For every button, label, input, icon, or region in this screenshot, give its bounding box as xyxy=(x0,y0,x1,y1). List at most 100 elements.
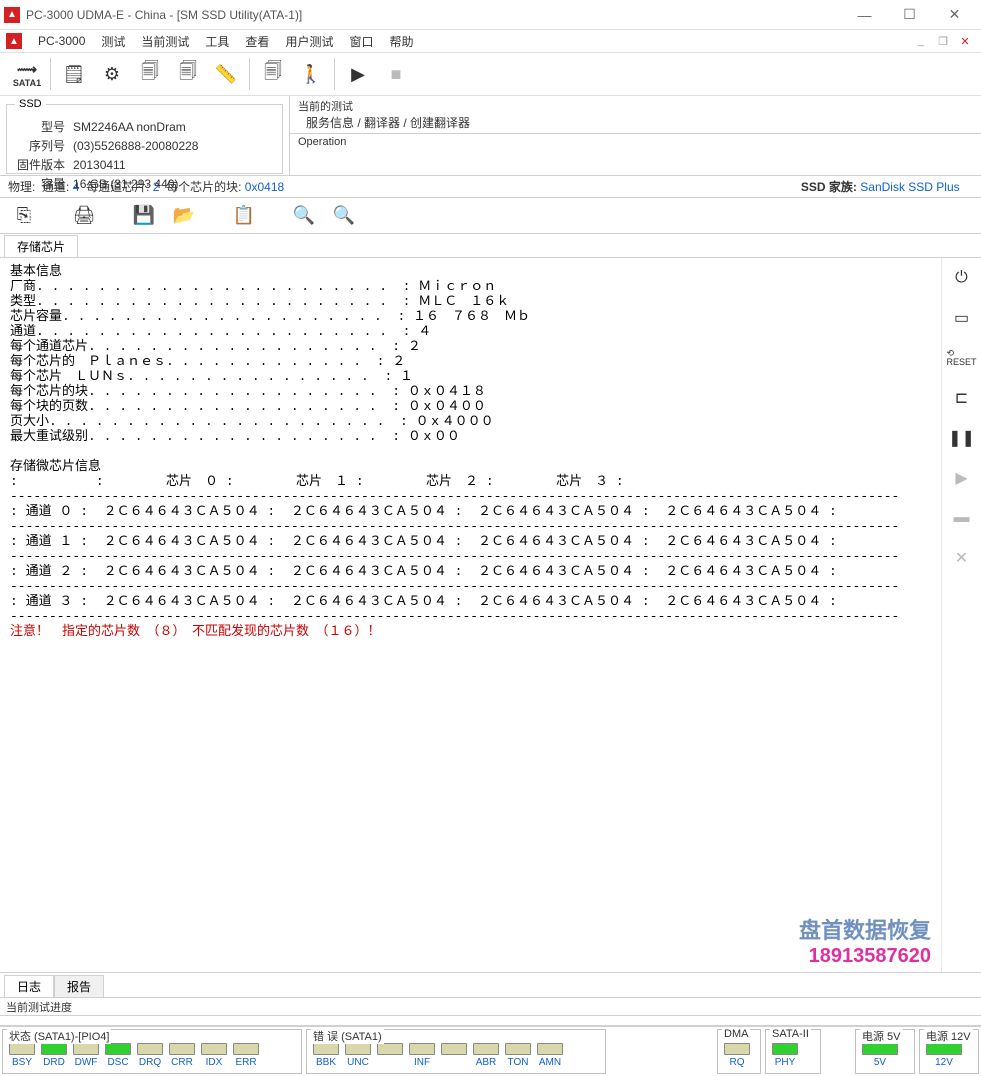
led-label: BSY xyxy=(12,1057,32,1068)
ssd-group-label: SSD xyxy=(15,98,46,110)
status-title-6: 电源 12V xyxy=(924,1028,973,1044)
led-indicator xyxy=(473,1043,499,1055)
chip2-icon[interactable]: ▬ xyxy=(948,506,976,530)
tool-btn-1[interactable]: 🗒 xyxy=(55,54,93,94)
sata-button[interactable]: SATA1 xyxy=(8,54,46,94)
menu-help[interactable]: 帮助 xyxy=(381,31,421,52)
led-indicator xyxy=(377,1043,403,1055)
mdi-minimize-button[interactable]: _ xyxy=(911,33,931,49)
current-test-body: 服务信息 / 翻译器 / 创建翻译器 xyxy=(298,114,973,131)
status-group-dma: DMA RQ xyxy=(717,1029,761,1074)
status-bar: 状态 (SATA1)-[PIO4] BSYDRDDWFDSCDRQCRRIDXE… xyxy=(0,1026,981,1076)
progress-bar xyxy=(0,1016,981,1026)
led-indicator xyxy=(105,1043,131,1055)
menu-test[interactable]: 测试 xyxy=(93,31,133,52)
tab-storage-chip[interactable]: 存储芯片 xyxy=(4,235,78,257)
sata-label: SATA1 xyxy=(13,78,41,88)
status-group-12v: 电源 12V 12V xyxy=(919,1029,979,1074)
led-indicator xyxy=(537,1043,563,1055)
main-toolbar: SATA1 🗒 ⚙ 🗐 🗐 📏 🗐 🚶 ▶ ■ xyxy=(0,52,981,96)
operation-label: Operation xyxy=(298,136,973,148)
led-indicator xyxy=(137,1043,163,1055)
tool-btn-5[interactable]: 📏 xyxy=(207,54,245,94)
led-indicator xyxy=(233,1043,259,1055)
led-indicator xyxy=(9,1043,35,1055)
led-label: TON xyxy=(508,1057,529,1068)
close-button[interactable]: ✕ xyxy=(932,0,977,30)
connector-icon[interactable]: ⊏ xyxy=(948,386,976,410)
mdi-restore-button[interactable]: ❐ xyxy=(933,33,953,49)
led-label: DSC xyxy=(107,1057,128,1068)
tool-btn-3[interactable]: 🗐 xyxy=(131,54,169,94)
tool-btn-2[interactable]: ⚙ xyxy=(93,54,131,94)
tools-icon[interactable]: ✕ xyxy=(948,546,976,570)
led-indicator xyxy=(862,1043,898,1055)
led-label: RQ xyxy=(730,1057,745,1068)
chip-icon[interactable]: ▭ xyxy=(948,306,976,330)
play-button[interactable]: ▶ xyxy=(339,54,377,94)
copy-button[interactable]: 📋 xyxy=(230,202,258,230)
status-title-4: SATA-II xyxy=(770,1028,811,1040)
menu-tools[interactable]: 工具 xyxy=(197,31,237,52)
find-button[interactable]: 🔍 xyxy=(290,202,318,230)
mdi-close-button[interactable]: ✕ xyxy=(955,33,975,49)
test-info-panel: 当前的测试 服务信息 / 翻译器 / 创建翻译器 Operation xyxy=(290,96,981,175)
led-label: DWF xyxy=(75,1057,98,1068)
menu-view[interactable]: 查看 xyxy=(237,31,277,52)
save-button[interactable]: 💾 xyxy=(130,202,158,230)
menu-user-test[interactable]: 用户测试 xyxy=(277,31,341,52)
power-icon[interactable]: ⏻ xyxy=(948,266,976,290)
menu-current-test[interactable]: 当前测试 xyxy=(133,31,197,52)
tab-report[interactable]: 报告 xyxy=(54,975,104,997)
led-indicator xyxy=(201,1043,227,1055)
window-controls: — ☐ ✕ xyxy=(842,0,977,30)
export-button[interactable]: ⎘ xyxy=(10,202,38,230)
led-indicator xyxy=(73,1043,99,1055)
serial-key: 序列号 xyxy=(17,137,71,154)
open-button[interactable]: 📂 xyxy=(170,202,198,230)
app-name[interactable]: PC-3000 xyxy=(30,32,93,50)
minimize-button[interactable]: — xyxy=(842,0,887,30)
led-indicator xyxy=(505,1043,531,1055)
status-group-error: 错 误 (SATA1) BBKUNCINFABRTONAMN xyxy=(306,1029,606,1074)
tool-btn-4[interactable]: 🗐 xyxy=(169,54,207,94)
tool-btn-7[interactable]: 🚶 xyxy=(292,54,330,94)
led-label: PHY xyxy=(775,1057,796,1068)
tool-btn-6[interactable]: 🗐 xyxy=(254,54,292,94)
reset-icon[interactable]: ⟲RESET xyxy=(948,346,976,370)
find-next-button[interactable]: 🔍 xyxy=(330,202,358,230)
led-indicator xyxy=(41,1043,67,1055)
sub-toolbar: ⎘ 🖨 💾 📂 📋 🔍 🔍 xyxy=(0,198,981,234)
led-label: 5V xyxy=(874,1057,886,1068)
report-text: 基本信息 厂商. . . . . . . . . . . . . . . . .… xyxy=(0,258,941,972)
status-title-2: 错 误 (SATA1) xyxy=(311,1028,384,1044)
bottom-tabs: 日志 报告 xyxy=(0,972,981,998)
play2-icon[interactable]: ▶ xyxy=(948,466,976,490)
print-button[interactable]: 🖨 xyxy=(70,202,98,230)
menubar: ▲ PC-3000 测试 当前测试 工具 查看 用户测试 窗口 帮助 _ ❐ ✕ xyxy=(0,30,981,52)
led-label: CRR xyxy=(171,1057,193,1068)
status-group-state: 状态 (SATA1)-[PIO4] BSYDRDDWFDSCDRQCRRIDXE… xyxy=(2,1029,302,1074)
stop-button[interactable]: ■ xyxy=(377,54,415,94)
device-info-row: SSD 型号SM2246AA nonDram 序列号(03)5526888-20… xyxy=(0,96,981,176)
device-info-panel: SSD 型号SM2246AA nonDram 序列号(03)5526888-20… xyxy=(0,96,290,175)
led-indicator xyxy=(409,1043,435,1055)
model-value: SM2246AA nonDram xyxy=(73,118,198,135)
led-label: UNC xyxy=(347,1057,369,1068)
right-sidebar: ⏻ ▭ ⟲RESET ⊏ ❚❚ ▶ ▬ ✕ xyxy=(941,258,981,972)
fw-value: 20130411 xyxy=(73,156,198,173)
menu-window[interactable]: 窗口 xyxy=(341,31,381,52)
status-group-5v: 电源 5V 5V xyxy=(855,1029,915,1074)
led-indicator xyxy=(724,1043,750,1055)
pause-icon[interactable]: ❚❚ xyxy=(948,426,976,450)
cap-key: 容量 xyxy=(17,175,71,192)
led-label: DRQ xyxy=(139,1057,161,1068)
maximize-button[interactable]: ☐ xyxy=(887,0,932,30)
app-icon-small: ▲ xyxy=(6,33,22,49)
tab-log[interactable]: 日志 xyxy=(4,975,54,997)
app-icon: ▲ xyxy=(4,7,20,23)
family-value: SanDisk SSD Plus xyxy=(860,180,959,194)
window-title: PC-3000 UDMA-E - China - [SM SSD Utility… xyxy=(26,8,842,22)
progress-label: 当前测试进度 xyxy=(0,998,981,1016)
family-key: SSD 家族: xyxy=(801,178,857,195)
